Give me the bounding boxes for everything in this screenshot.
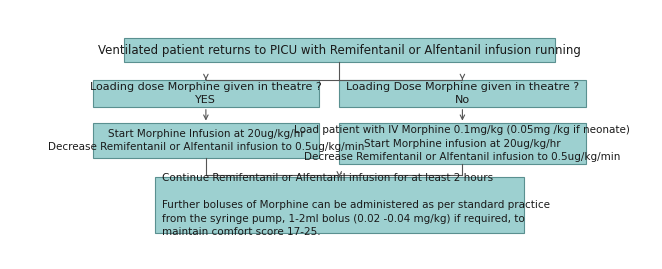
Text: Loading Dose Morphine given in theatre ?
No: Loading Dose Morphine given in theatre ?… bbox=[346, 82, 579, 105]
FancyBboxPatch shape bbox=[93, 123, 319, 158]
FancyBboxPatch shape bbox=[340, 123, 585, 164]
FancyBboxPatch shape bbox=[340, 80, 585, 107]
Text: Loading dose Morphine given in theatre ?
YES: Loading dose Morphine given in theatre ?… bbox=[90, 82, 322, 105]
Text: Start Morphine Infusion at 20ug/kg/hr
Decrease Remifentanil or Alfentanil infusi: Start Morphine Infusion at 20ug/kg/hr De… bbox=[48, 129, 364, 152]
FancyBboxPatch shape bbox=[93, 80, 319, 107]
Text: Ventilated patient returns to PICU with Remifentanil or Alfentanil infusion runn: Ventilated patient returns to PICU with … bbox=[98, 44, 581, 57]
FancyBboxPatch shape bbox=[154, 177, 524, 233]
FancyBboxPatch shape bbox=[124, 38, 555, 62]
Text: Continue Remifentanil or Alfentanil infusion for at least 2 hours

Further bolus: Continue Remifentanil or Alfentanil infu… bbox=[162, 173, 550, 238]
Text: Load patient with IV Morphine 0.1mg/kg (0.05mg /kg if neonate)
Start Morphine in: Load patient with IV Morphine 0.1mg/kg (… bbox=[295, 125, 630, 162]
